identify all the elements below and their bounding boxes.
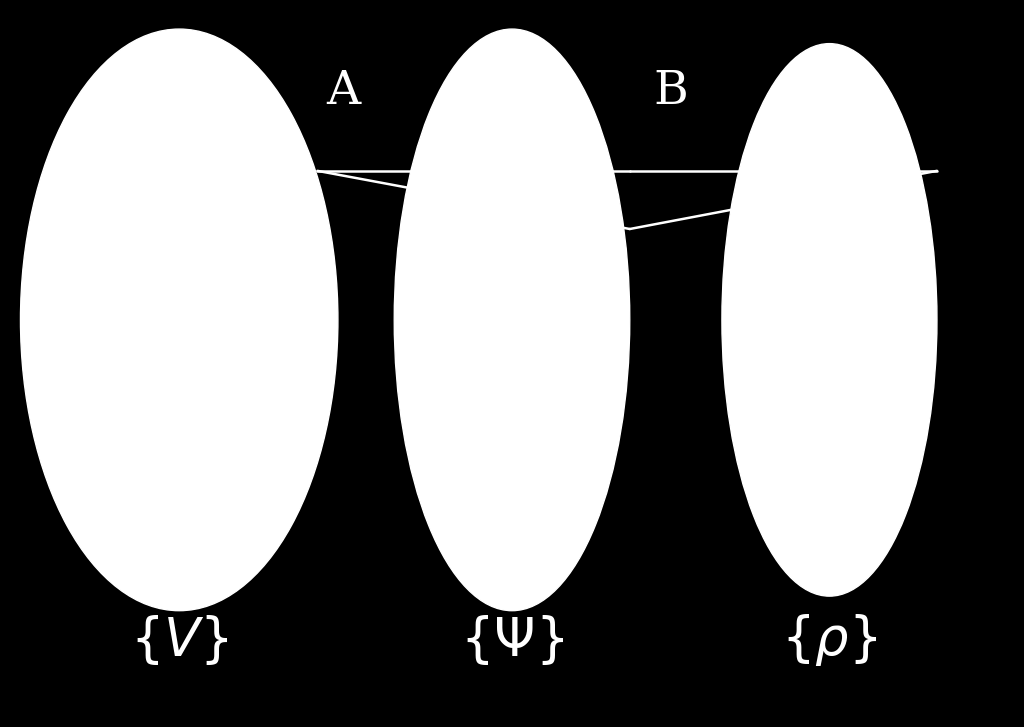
Text: $\{\rho\}$: $\{\rho\}$ bbox=[781, 611, 878, 668]
Ellipse shape bbox=[20, 29, 338, 611]
Text: A: A bbox=[326, 68, 360, 113]
Ellipse shape bbox=[722, 44, 937, 596]
Text: $\{V\}$: $\{V\}$ bbox=[130, 613, 228, 667]
Text: $\{\Psi\}$: $\{\Psi\}$ bbox=[460, 613, 564, 667]
Text: B: B bbox=[653, 68, 688, 113]
Ellipse shape bbox=[394, 29, 630, 611]
